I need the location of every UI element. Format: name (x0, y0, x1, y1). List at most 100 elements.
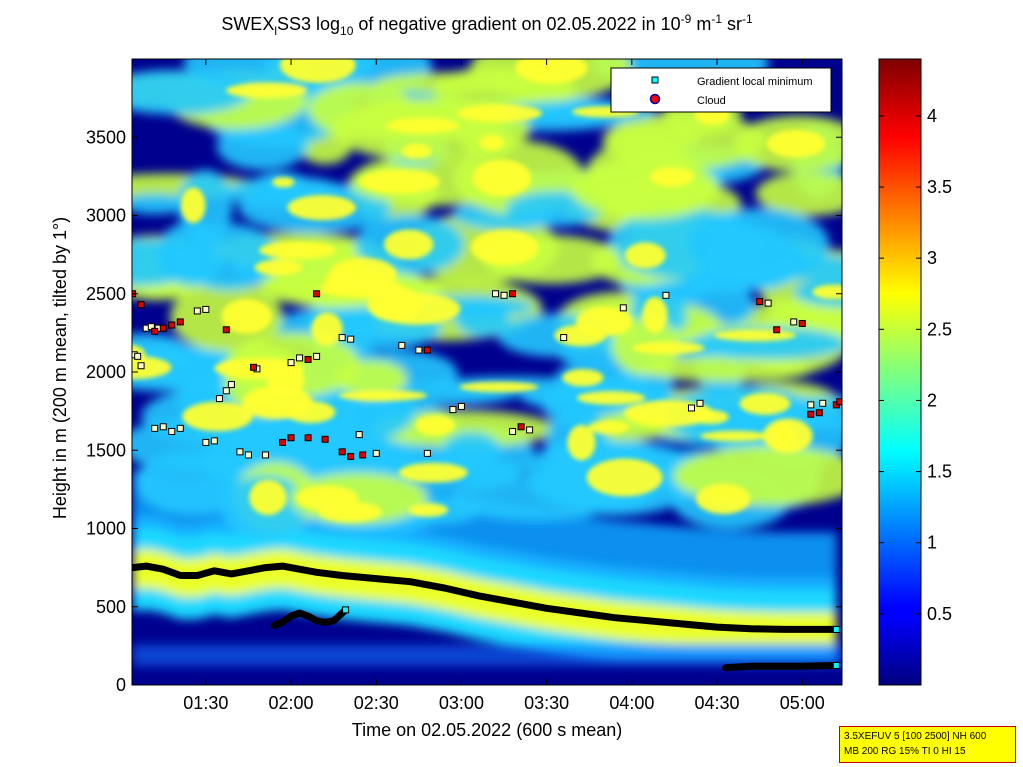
heat-patch-core (296, 485, 359, 511)
cloud-marker (773, 326, 781, 334)
x-tick-label: 02:30 (354, 693, 399, 713)
heat-patch-core (398, 462, 468, 483)
gradient-minimum-marker (423, 449, 431, 457)
colorbar-tick-label: 4 (927, 106, 937, 126)
heat-patch-core (371, 292, 461, 325)
x-tick-label: 02:00 (269, 693, 314, 713)
cloud-marker (304, 355, 312, 363)
gradient-minimum-marker (415, 346, 423, 354)
cloud-marker (815, 409, 823, 417)
heat-patch-core (226, 82, 307, 99)
heat-patch-core (472, 159, 532, 197)
gradient-minimum-marker (355, 431, 363, 439)
heat-patch-core (311, 312, 343, 346)
heat-patch-core (739, 392, 791, 415)
gradient-minimum-marker (313, 352, 321, 360)
heat-patch (371, 410, 556, 448)
colorbar-tick-label: 2 (927, 390, 937, 410)
heat-patch-core (812, 284, 842, 300)
colorbar-tick-label: 0.5 (927, 604, 952, 624)
cloud-marker (798, 319, 806, 327)
heat-patch-core (691, 409, 729, 425)
gradient-minimum-marker (287, 359, 295, 367)
x-tick-label: 03:30 (524, 693, 569, 713)
y-tick-label: 1000 (86, 519, 126, 539)
line-end-marker (342, 606, 350, 614)
cloud-marker (517, 423, 525, 431)
lower-layer-line (270, 606, 350, 629)
colorbar: 0.5 1 1.5 2 2.5 3 3.5 4 (878, 58, 952, 686)
y-tick-label: 3500 (86, 127, 126, 147)
heat-patch-core (401, 143, 432, 159)
heat-patch-core (696, 483, 751, 515)
gradient-minimum-marker (509, 427, 517, 435)
heat-patch-core (338, 390, 428, 401)
gradient-minimum-marker (560, 334, 568, 342)
gradient-minimum-marker (398, 341, 406, 349)
heat-patch-core (649, 167, 694, 187)
legend-cloud-marker (649, 93, 661, 105)
cloud-marker (321, 435, 329, 443)
heat-patch (607, 208, 762, 279)
heat-patch-core (714, 329, 797, 342)
gradient-minimum-marker (296, 354, 304, 362)
cloud-marker (509, 290, 517, 298)
heat-patch-core (766, 129, 826, 158)
heat-patch-core (285, 401, 336, 424)
legend-label-minimum: Gradient local minimum (697, 76, 813, 88)
gradient-minimum-marker (764, 299, 772, 307)
cloud-marker (250, 363, 258, 371)
x-axis: 01:30 02:00 02:30 03:00 03:30 04:00 04:30 05:00 (183, 59, 825, 713)
colorbar-tick-label: 3.5 (927, 177, 952, 197)
heat-patch (451, 476, 623, 521)
gradient-minimum-marker (151, 424, 159, 432)
heat-patch-core (576, 391, 646, 405)
gradient-minimum-marker (244, 451, 252, 459)
heat-patch-core (359, 169, 440, 194)
heat-patch-core (588, 420, 630, 435)
heat-patch-core (554, 324, 607, 347)
heat-patch-core (470, 229, 539, 266)
y-tick-label: 0 (116, 675, 126, 695)
cloud-marker (222, 326, 230, 334)
cloud-marker (159, 324, 167, 332)
info-box: 3.5XEFUV 5 [100 2500] NH 600 MB 200 RG 1… (839, 726, 1016, 763)
cloud-marker (151, 327, 159, 335)
heat-patch-core (221, 298, 272, 334)
info-line-2: MB 200 RG 15% TI 0 HI 15 (844, 746, 966, 757)
heat-patch (132, 69, 251, 115)
heat-patch-core (180, 187, 206, 224)
heat-patch-core (562, 369, 604, 387)
gradient-minimum-marker (134, 352, 142, 360)
heat-patch-core (642, 296, 668, 334)
heat-patch-core (456, 104, 543, 123)
heat-patch-core (271, 177, 295, 188)
gradient-minimum-marker (338, 334, 346, 342)
y-tick-label: 2000 (86, 362, 126, 382)
gradient-minimum-marker (215, 395, 223, 403)
y-tick-label: 1500 (86, 440, 126, 460)
gradient-minimum-marker (619, 304, 627, 312)
colorbar-ticks: 0.5 1 1.5 2 2.5 3 3.5 4 (879, 106, 952, 624)
cloud-marker (807, 410, 815, 418)
heat-patch-core (632, 341, 705, 355)
heat-patch-core (386, 117, 459, 134)
y-axis-label: Height in m (200 m mean, tilted by 1°) (50, 217, 70, 519)
colorbar-tick-label: 2.5 (927, 319, 952, 339)
x-tick-label: 03:00 (439, 693, 484, 713)
gradient-minimum-marker (492, 290, 500, 298)
x-axis-label: Time on 02.05.2022 (600 s mean) (352, 720, 623, 740)
cloud-marker (347, 453, 355, 461)
colorbar-tick-label: 1 (927, 533, 937, 553)
cloud-marker (279, 438, 287, 446)
heat-surface-band (132, 644, 842, 667)
y-axis: 0 500 1000 1500 2000 2500 3000 3500 (86, 127, 842, 695)
y-tick-label: 500 (96, 597, 126, 617)
heat-patch-core (254, 259, 303, 276)
gradient-minimum-marker (347, 335, 355, 343)
gradient-minimum-marker (168, 427, 176, 435)
x-tick-label: 01:30 (183, 693, 228, 713)
cloud-marker (313, 290, 321, 298)
surface-layer-line (722, 661, 840, 672)
